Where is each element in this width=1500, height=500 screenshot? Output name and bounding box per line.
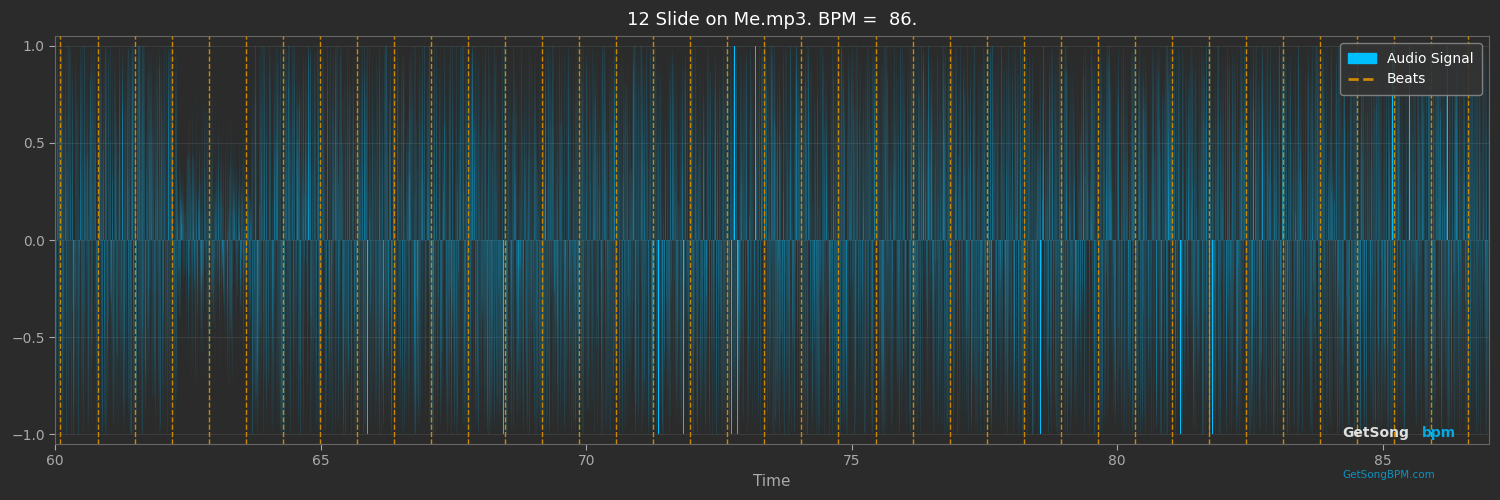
Text: GetSongBPM.com: GetSongBPM.com — [1342, 470, 1436, 480]
Legend: Audio Signal, Beats: Audio Signal, Beats — [1340, 43, 1482, 95]
Text: bpm: bpm — [1422, 426, 1456, 440]
X-axis label: Time: Time — [753, 474, 790, 489]
Title: 12 Slide on Me.mp3. BPM =  86.: 12 Slide on Me.mp3. BPM = 86. — [627, 11, 916, 29]
Text: GetSong: GetSong — [1342, 426, 1410, 440]
